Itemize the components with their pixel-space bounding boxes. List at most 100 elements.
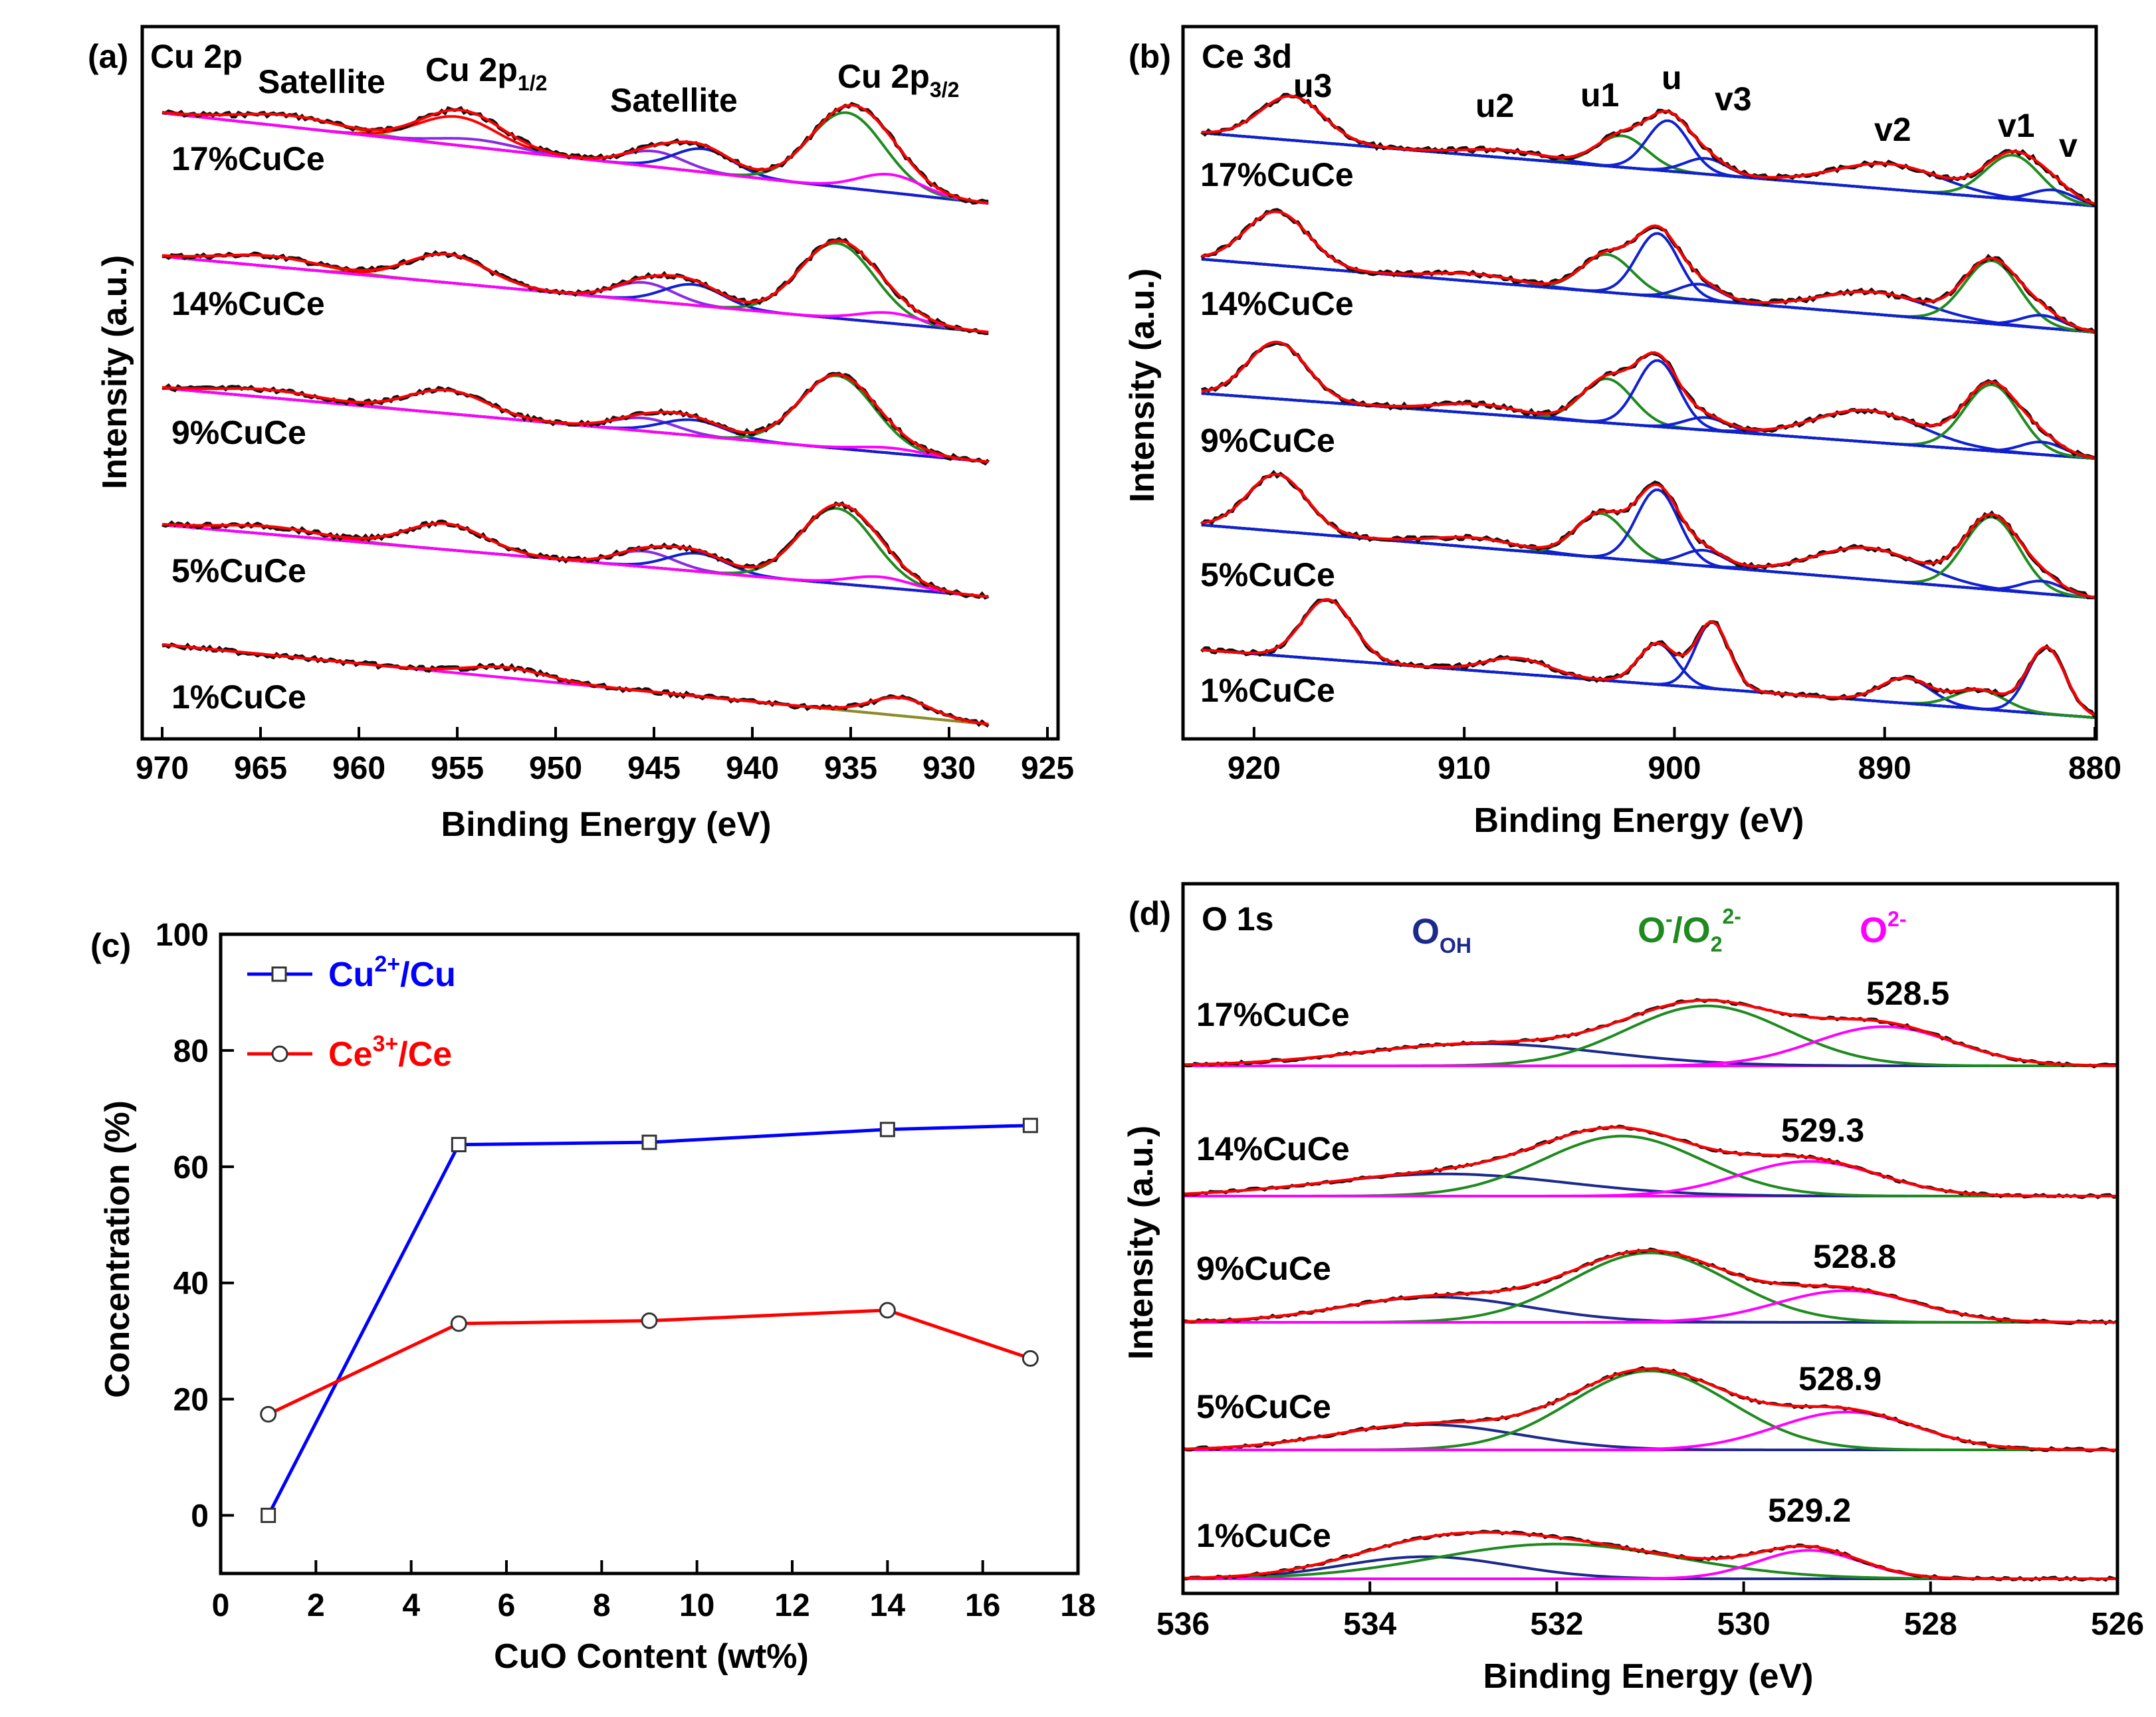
panel-c-y-title: Concentration (%) — [98, 1100, 137, 1398]
spectrum-17%CuCe — [162, 102, 989, 205]
panel-b-sample-5: 5%CuCe — [1200, 556, 1335, 593]
x-tick-label: 4 — [402, 1588, 420, 1623]
x-tick-label: 536 — [1156, 1607, 1210, 1642]
raw-data-line — [1201, 341, 2096, 460]
panel-c: 0 2 4 6 8 10 12 14 16 18 0 20 40 60 80 100 (c) Cu2+/Cu … — [90, 918, 1096, 1676]
legend-ce-marker — [271, 1045, 288, 1062]
panel-d-x-title: Binding Energy (eV) — [1483, 1657, 1814, 1696]
panel-b-sample-1: 1%CuCe — [1200, 672, 1335, 709]
panel-a-cu2p12: Cu 2p1/2 — [425, 51, 547, 95]
envelope-line — [1182, 1531, 2117, 1580]
spectrum-14%CuCe — [1200, 208, 2096, 334]
species-o-lattice: O2- — [1860, 907, 1906, 950]
data-point-ce — [450, 1315, 467, 1332]
data-point-cu — [1022, 1118, 1038, 1134]
panel-b-element: Ce 3d — [1202, 38, 1292, 75]
x-tick-label: 0 — [212, 1588, 230, 1623]
fit-component — [1201, 132, 2096, 206]
data-point-cu — [451, 1137, 467, 1153]
spectrum-1%CuCe — [162, 642, 990, 728]
panel-c-ticks: 0 2 4 6 8 10 12 14 16 18 0 20 40 60 80 100 — [156, 918, 1096, 1623]
x-tick-label: 532 — [1530, 1607, 1583, 1642]
envelope-line — [1201, 472, 2096, 599]
x-tick-label: 920 — [1228, 751, 1281, 786]
x-tick-label: 935 — [824, 751, 877, 786]
x-tick-label: 900 — [1648, 751, 1701, 786]
x-tick-label: 965 — [234, 751, 287, 786]
x-tick-label: 930 — [922, 751, 976, 786]
x-tick-label: 945 — [627, 751, 681, 786]
panel-d-sample-17: 17%CuCe — [1196, 996, 1350, 1033]
x-tick-label: 528 — [1904, 1607, 1957, 1642]
fit-component — [1201, 524, 2096, 599]
spectrum-9%CuCe — [162, 371, 990, 466]
panel-a-label: (a) — [88, 38, 128, 75]
panel-c-legend: Cu2+/Cu Ce3+/Ce — [247, 952, 456, 1074]
fit-component — [1201, 258, 2096, 334]
lattice-value-5: 528.9 — [1798, 1360, 1882, 1397]
lattice-value-9: 528.8 — [1813, 1238, 1896, 1275]
fit-component — [1201, 646, 2096, 716]
panel-a-sample-5: 5%CuCe — [171, 552, 306, 589]
envelope-line — [1201, 340, 2096, 460]
x-tick-label: 526 — [2091, 1607, 2144, 1642]
x-tick-label: 925 — [1021, 751, 1074, 786]
x-tick-label: 940 — [726, 751, 779, 786]
panel-a-sample-1: 1%CuCe — [171, 678, 306, 716]
panel-b-label: (b) — [1129, 38, 1171, 75]
x-tick-label: 955 — [431, 751, 484, 786]
spectrum-1%CuCe — [1200, 598, 2097, 719]
spectrum-17%CuCe — [1200, 92, 2096, 208]
panel-a-sample-14: 14%CuCe — [171, 285, 325, 322]
envelope-line — [1182, 1249, 2117, 1324]
data-point-cu — [641, 1134, 657, 1150]
envelope-line — [162, 239, 989, 334]
x-tick-label: 14 — [870, 1588, 906, 1623]
species-o-peroxide: O-/O22- — [1638, 904, 1741, 956]
envelope-line — [1201, 210, 2096, 334]
spectrum-5%CuCe — [162, 501, 990, 600]
legend-ce-text: Ce3+/Ce — [328, 1031, 452, 1074]
o1s-spectrum-17%CuCe — [1182, 997, 2118, 1068]
species-o-oh: OOH — [1412, 912, 1471, 958]
panel-a-cu2p32: Cu 2p3/2 — [837, 58, 959, 102]
legend-cu-marker — [271, 966, 287, 982]
y-tick-label: 80 — [173, 1034, 209, 1069]
panel-d-sample-9: 9%CuCe — [1196, 1250, 1331, 1287]
panel-d-frame — [1181, 882, 2119, 1595]
panel-c-series — [260, 1118, 1039, 1524]
panel-b-curves — [1200, 92, 2097, 719]
peak-label-v1: v1 — [1998, 107, 2035, 144]
lattice-value-17: 528.5 — [1866, 975, 1949, 1012]
y-tick-label: 100 — [156, 918, 209, 953]
peak-label-u1: u1 — [1580, 76, 1619, 114]
x-tick-label: 12 — [774, 1588, 809, 1623]
panel-b-sample-17: 17%CuCe — [1200, 156, 1354, 193]
peak-label-u3: u3 — [1293, 67, 1332, 104]
x-tick-label: 2 — [307, 1588, 325, 1623]
envelope-line — [162, 502, 989, 598]
panel-c-frame — [219, 932, 1080, 1575]
x-tick-label: 8 — [593, 1588, 611, 1623]
peak-label-v: v — [2059, 127, 2078, 164]
panel-a-element: Cu 2p — [150, 38, 243, 75]
fit-component — [1201, 392, 2096, 460]
x-tick-label: 880 — [2068, 751, 2121, 786]
data-point-ce — [1022, 1350, 1039, 1367]
o1s-spectrum-14%CuCe — [1182, 1124, 2118, 1199]
spectrum-5%CuCe — [1200, 470, 2096, 599]
envelope-line — [1182, 1367, 2117, 1451]
y-tick-label: 0 — [191, 1499, 209, 1534]
y-tick-label: 20 — [173, 1383, 209, 1418]
panel-a-satellite-mid: Satellite — [610, 82, 738, 119]
panel-d-sample-14: 14%CuCe — [1196, 1130, 1350, 1167]
panel-d-y-title: Intensity (a.u.) — [1122, 1126, 1160, 1360]
x-tick-label: 18 — [1060, 1588, 1095, 1623]
panel-b-sample-9: 9%CuCe — [1200, 422, 1335, 459]
fit-component — [1201, 377, 2096, 460]
panel-a-y-title: Intensity (a.u.) — [96, 255, 134, 489]
y-tick-label: 40 — [173, 1266, 209, 1302]
peak-label-v2: v2 — [1874, 111, 1911, 148]
fit-component — [1182, 1555, 2117, 1580]
